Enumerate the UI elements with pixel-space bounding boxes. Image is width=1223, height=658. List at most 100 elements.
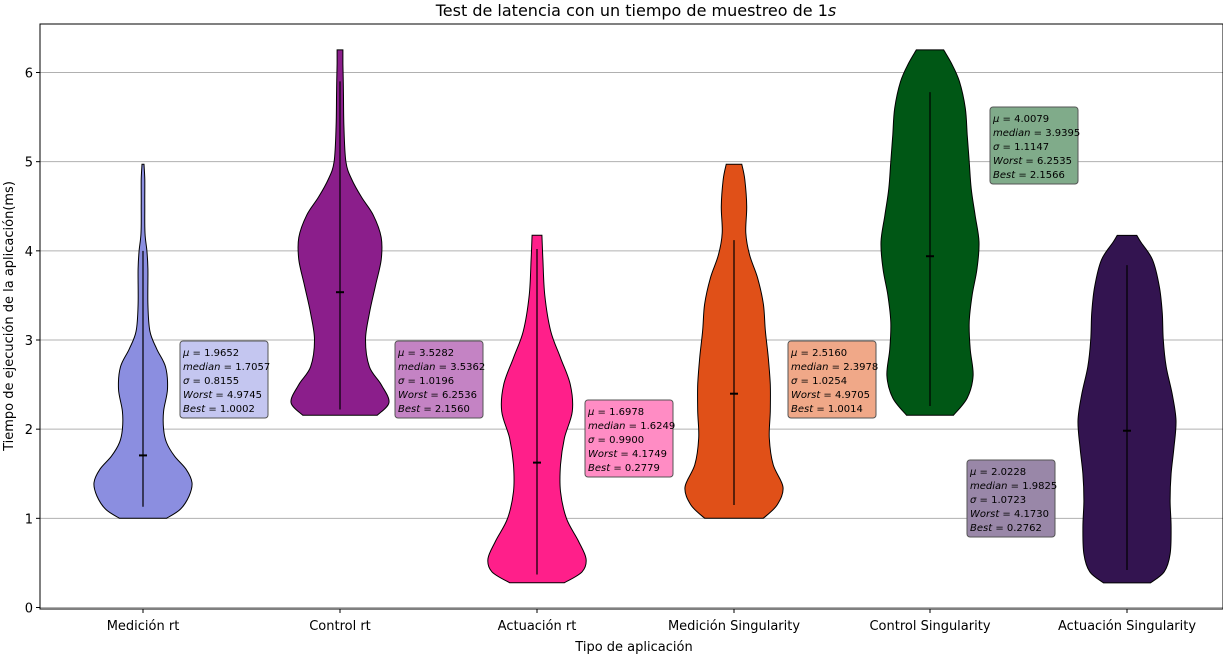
stat-box: μ = 2.5160 median = 2.3978 σ = 1.0254 Worst… [787, 340, 878, 419]
stat-value: = 1.0014 [813, 404, 863, 415]
stat-value: = 4.9705 [820, 390, 870, 401]
stat-line: median = 2.3978 [791, 362, 878, 373]
stat-name: Best [183, 404, 206, 415]
stat-name: median [993, 128, 1031, 139]
stat-name: σ [993, 142, 1000, 153]
chart-title-unit: s [828, 1, 836, 20]
stat-name: σ [588, 435, 595, 446]
stat-value: = 0.2779 [610, 463, 660, 474]
y-tick-label: 3 [25, 334, 33, 349]
stat-line: Best = 1.0014 [791, 404, 863, 415]
stat-value: = 1.9652 [189, 348, 239, 359]
y-tick-label: 2 [25, 423, 33, 438]
stat-name: μ [969, 467, 976, 478]
stat-line: median = 3.9395 [993, 128, 1080, 139]
stat-line: μ = 1.9652 [182, 348, 239, 359]
stat-name: Best [588, 463, 611, 474]
stat-name: Worst [993, 156, 1023, 167]
x-tick-label: Control rt [309, 619, 371, 634]
stat-name: Worst [970, 509, 1000, 520]
stat-line: σ = 1.0196 [398, 376, 454, 387]
stat-value: = 2.1560 [420, 404, 470, 415]
stat-line: σ = 1.1147 [993, 142, 1049, 153]
stat-box: μ = 1.6978 median = 1.6249 σ = 0.9900 Worst… [584, 399, 675, 478]
stat-name: median [183, 362, 221, 373]
y-tick-label: 1 [25, 512, 33, 527]
stat-value: = 3.9395 [1031, 128, 1081, 139]
stat-name: Worst [398, 390, 428, 401]
stat-box-frame [787, 340, 877, 419]
stat-box-frame [584, 399, 674, 478]
x-tick-label: Actuación Singularity [1058, 619, 1196, 634]
stat-name: Worst [588, 449, 618, 460]
stat-line: Worst = 4.1749 [588, 449, 667, 460]
y-axis-ticks: 0 1 2 3 4 5 6 [25, 67, 40, 617]
stat-line: Best = 0.2779 [588, 463, 660, 474]
y-tick-label: 0 [25, 602, 33, 617]
stat-value: = 1.0002 [205, 404, 255, 415]
stat-line: σ = 1.0723 [970, 495, 1026, 506]
stat-boxes: μ = 1.9652 median = 1.7057 σ = 0.8155 Worst… [179, 106, 1080, 538]
stat-value: = 4.1730 [999, 509, 1049, 520]
stat-line: median = 1.7057 [183, 362, 270, 373]
stat-name: Worst [183, 390, 213, 401]
stat-line: σ = 0.8155 [183, 376, 239, 387]
stat-value: = 0.9900 [594, 435, 644, 446]
stat-value: = 6.2536 [427, 390, 477, 401]
stat-value: = 2.3978 [829, 362, 879, 373]
stat-value: = 1.7057 [221, 362, 271, 373]
x-tick-label: Medición rt [107, 619, 180, 634]
stat-name: median [398, 362, 436, 373]
stat-value: = 4.0079 [999, 114, 1049, 125]
y-tick-label: 5 [25, 156, 33, 171]
stat-name: μ [790, 348, 797, 359]
chart-title-main: Test de latencia con un tiempo de muestr… [435, 1, 828, 20]
y-axis-label: Tiempo de ejecución de la aplicación(ms) [2, 181, 17, 452]
stat-line: Best = 1.0002 [183, 404, 255, 415]
stat-line: median = 1.9825 [970, 481, 1057, 492]
stat-value: = 3.5282 [404, 348, 454, 359]
stat-line: Worst = 6.2536 [398, 390, 477, 401]
x-tick-label: Control Singularity [869, 619, 990, 634]
stat-box: μ = 3.5282 median = 3.5362 σ = 1.0196 Worst… [394, 340, 485, 419]
stat-line: Worst = 4.9705 [791, 390, 870, 401]
x-tick-label: Medición Singularity [668, 619, 800, 634]
stat-line: Best = 2.1566 [993, 170, 1065, 181]
stat-name: σ [183, 376, 190, 387]
x-tick-label: Actuación rt [498, 619, 577, 634]
stat-name: μ [182, 348, 189, 359]
stat-value: = 1.0254 [797, 376, 847, 387]
stat-line: σ = 0.9900 [588, 435, 644, 446]
stat-name: μ [992, 114, 999, 125]
stat-line: μ = 1.6978 [587, 407, 644, 418]
x-axis-label: Tipo de aplicación [574, 640, 692, 655]
stat-value: = 2.1566 [1015, 170, 1065, 181]
stat-line: μ = 2.5160 [790, 348, 847, 359]
stat-name: σ [791, 376, 798, 387]
stat-name: σ [398, 376, 405, 387]
x-axis-ticks: Medición rt Control rt Actuación rt Medició… [107, 609, 1196, 634]
stat-value: = 1.6249 [626, 421, 676, 432]
stat-name: Best [970, 523, 993, 534]
stat-value: = 1.0723 [976, 495, 1026, 506]
stat-value: = 1.1147 [999, 142, 1049, 153]
stat-line: median = 1.6249 [588, 421, 675, 432]
stat-box-frame [179, 340, 269, 419]
stat-line: Worst = 4.1730 [970, 509, 1049, 520]
stat-line: Worst = 6.2535 [993, 156, 1072, 167]
stat-name: Best [993, 170, 1016, 181]
stat-line: μ = 4.0079 [992, 114, 1049, 125]
y-tick-label: 4 [25, 245, 33, 260]
chart-title: Test de latencia con un tiempo de muestr… [435, 1, 837, 20]
stat-value: = 2.5160 [797, 348, 847, 359]
stat-name: Worst [791, 390, 821, 401]
stat-name: Best [398, 404, 421, 415]
stat-name: μ [397, 348, 404, 359]
stat-box-frame [966, 459, 1056, 538]
stat-name: σ [970, 495, 977, 506]
stat-line: Best = 2.1560 [398, 404, 470, 415]
stat-name: median [588, 421, 626, 432]
stat-value: = 1.6978 [594, 407, 644, 418]
